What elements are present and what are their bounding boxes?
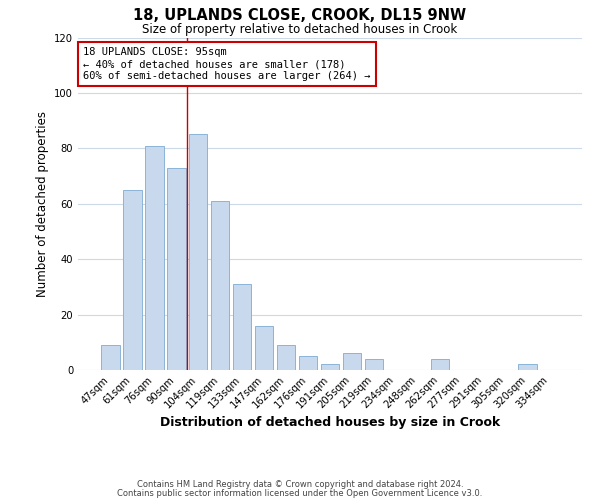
Text: Contains public sector information licensed under the Open Government Licence v3: Contains public sector information licen… xyxy=(118,489,482,498)
Bar xyxy=(277,345,295,370)
Bar xyxy=(145,146,164,370)
Bar xyxy=(431,359,449,370)
Bar xyxy=(299,356,317,370)
Bar xyxy=(365,359,383,370)
Text: Size of property relative to detached houses in Crook: Size of property relative to detached ho… xyxy=(142,22,458,36)
Text: 18, UPLANDS CLOSE, CROOK, DL15 9NW: 18, UPLANDS CLOSE, CROOK, DL15 9NW xyxy=(133,8,467,22)
Bar xyxy=(123,190,142,370)
Bar xyxy=(189,134,208,370)
Bar xyxy=(255,326,274,370)
Bar xyxy=(518,364,537,370)
Bar xyxy=(101,345,119,370)
Bar xyxy=(233,284,251,370)
X-axis label: Distribution of detached houses by size in Crook: Distribution of detached houses by size … xyxy=(160,416,500,429)
Bar xyxy=(167,168,185,370)
Bar xyxy=(343,354,361,370)
Text: Contains HM Land Registry data © Crown copyright and database right 2024.: Contains HM Land Registry data © Crown c… xyxy=(137,480,463,489)
Y-axis label: Number of detached properties: Number of detached properties xyxy=(35,111,49,296)
Text: 18 UPLANDS CLOSE: 95sqm
← 40% of detached houses are smaller (178)
60% of semi-d: 18 UPLANDS CLOSE: 95sqm ← 40% of detache… xyxy=(83,48,371,80)
Bar xyxy=(211,201,229,370)
Bar xyxy=(320,364,340,370)
